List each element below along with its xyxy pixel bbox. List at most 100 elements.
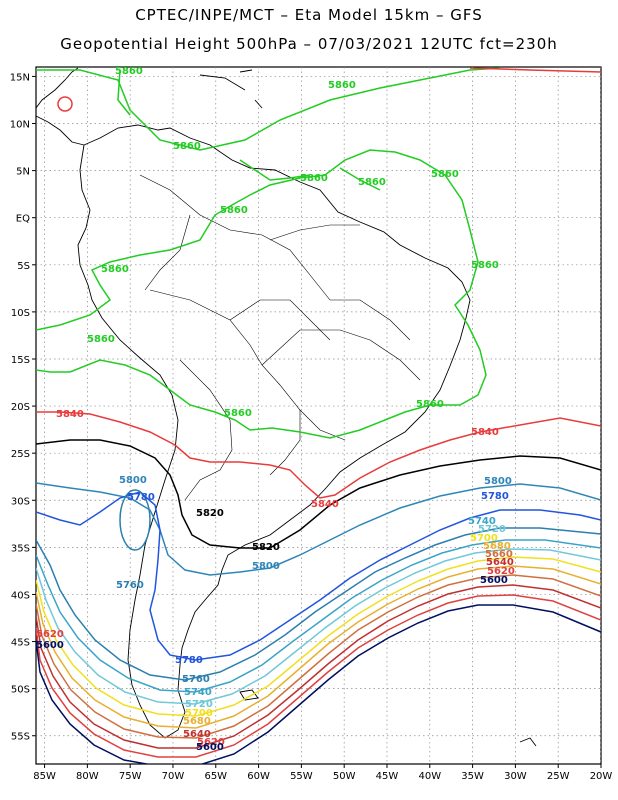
contour-label: 5680 (483, 541, 511, 552)
lat-tick-label: 5N (16, 167, 30, 178)
lon-tick-label: 25W (547, 771, 570, 782)
contour-label: 5860 (328, 80, 356, 91)
lon-tick-label: 85W (33, 771, 56, 782)
lon-tick-label: 45W (376, 771, 399, 782)
lat-tick-label: 20S (11, 402, 30, 413)
lon-tick-label: 50W (333, 771, 356, 782)
lat-tick-label: 30S (11, 496, 30, 507)
contour-5720 (36, 548, 601, 705)
lat-tick-label: 25S (11, 449, 30, 460)
contour-5620 (36, 594, 601, 758)
contour-label: 5860 (173, 141, 201, 152)
contour-label: 5840 (471, 427, 499, 438)
contour-label: 5860 (358, 177, 386, 188)
contour-label: 5860 (101, 264, 129, 275)
contour-label: 5840 (56, 409, 84, 420)
contour-5860-ring (117, 69, 381, 191)
contour-label: 5740 (184, 687, 212, 698)
lat-tick-label: 10N (10, 120, 30, 131)
map-frame (35, 66, 602, 765)
axis-ticks: 85W 80W 75W 70W 65W 60W 55W 50W 45W 40W 35W 30W 25W 2… (10, 72, 613, 782)
contour-label: 5620 (36, 629, 64, 640)
central-america-coastline (36, 67, 85, 146)
lat-tick-label: 35S (11, 543, 30, 554)
contour-label: 5640 (486, 557, 514, 568)
contour-label: 5860 (87, 334, 115, 345)
coastlines (36, 67, 537, 747)
contour-label: 5780 (127, 492, 155, 503)
contour-label: 5760 (116, 580, 144, 591)
contour-5840-main (36, 411, 601, 499)
contour-label: 5680 (183, 716, 211, 727)
lon-tick-label: 20W (590, 771, 613, 782)
contour-label: 5800 (252, 561, 280, 572)
contour-5760-loop (119, 489, 151, 551)
contour-5740 (36, 539, 601, 693)
contour-5840-top (469, 67, 601, 73)
contour-label: 5860 (115, 66, 143, 77)
contour-5820 (36, 439, 601, 549)
contour-label: 5840 (311, 499, 339, 510)
lat-tick-label: 5S (17, 261, 30, 272)
contour-label: 5620 (487, 566, 515, 577)
height-contours (36, 67, 601, 764)
contour-5700 (36, 556, 601, 717)
contour-5800 (36, 482, 601, 576)
contour-label: 5780 (481, 491, 509, 502)
country-borders (139, 174, 421, 501)
contour-label: 5860 (431, 169, 459, 180)
contour-label: 5860 (416, 399, 444, 410)
contour-5600 (36, 604, 601, 764)
contour-label: 5860 (300, 173, 328, 184)
contour-label: 5740 (468, 516, 496, 527)
contour-label: 5700 (185, 708, 213, 719)
lon-tick-label: 70W (162, 771, 185, 782)
south-georgia (519, 737, 537, 747)
lon-tick-label: 60W (247, 771, 270, 782)
lat-tick-label: 10S (11, 308, 30, 319)
lon-tick-label: 40W (418, 771, 441, 782)
contour-label: 5640 (183, 729, 211, 740)
contour-label: 5800 (484, 476, 512, 487)
contour-5660 (36, 574, 601, 739)
title-model: CPTEC/INPE/MCT – Eta Model 15km – GFS (135, 6, 483, 24)
contour-5680 (36, 565, 601, 729)
lat-tick-label: 15S (11, 355, 30, 366)
lon-tick-label: 35W (461, 771, 484, 782)
lat-tick-label: 45S (11, 638, 30, 649)
lat-tick-label: 40S (11, 590, 30, 601)
contour-label: 5820 (252, 542, 280, 553)
south-america-coastline (77, 124, 471, 739)
contour-label: 5700 (470, 533, 498, 544)
lat-tick-label: 50S (11, 685, 30, 696)
lat-tick-label: 15N (10, 72, 30, 83)
contour-label: 5860 (224, 408, 252, 419)
title-field: Geopotential Height 500hPa – 07/03/2021 … (60, 35, 558, 53)
lon-tick-label: 55W (290, 771, 313, 782)
contour-5860-top (36, 67, 501, 151)
contour-label: 5660 (485, 549, 513, 560)
contour-label: 5720 (478, 524, 506, 535)
lon-tick-label: 65W (204, 771, 227, 782)
lat-tick-label: EQ (16, 214, 30, 225)
contour-5860-north (36, 149, 487, 439)
contour-label: 5780 (175, 655, 203, 666)
contour-label: 5820 (196, 508, 224, 519)
contour-label: 5620 (197, 737, 225, 748)
contour-label: 5860 (471, 260, 499, 271)
contour-label: 5600 (36, 640, 64, 651)
contour-label: 5860 (220, 205, 248, 216)
falklands (239, 689, 259, 701)
contour-5840-ring (57, 96, 73, 112)
lat-tick-label: 55S (11, 732, 30, 743)
caribbean-islands (199, 69, 263, 109)
contour-label: 5760 (182, 674, 210, 685)
contour-label: 5600 (196, 742, 224, 753)
contour-label: 5600 (480, 575, 508, 586)
contour-labels: 5860 5860 5860 5860 5860 5860 5860 5860 … (36, 66, 515, 753)
lon-tick-label: 30W (504, 771, 527, 782)
lon-tick-label: 80W (76, 771, 99, 782)
contour-5640 (36, 584, 601, 749)
contour-label: 5720 (185, 699, 213, 710)
